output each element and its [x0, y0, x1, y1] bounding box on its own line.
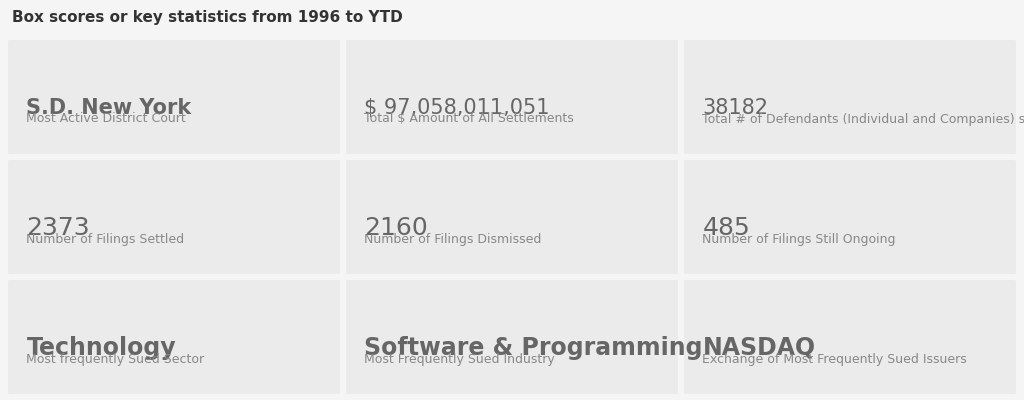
- Text: Total $ Amount of All Settlements: Total $ Amount of All Settlements: [365, 112, 574, 126]
- FancyBboxPatch shape: [346, 280, 678, 394]
- Text: NASDAQ: NASDAQ: [702, 336, 815, 360]
- Text: 38182: 38182: [702, 98, 768, 118]
- FancyBboxPatch shape: [8, 40, 340, 154]
- FancyBboxPatch shape: [684, 280, 1016, 394]
- Text: Exchange of Most Frequently Sued Issuers: Exchange of Most Frequently Sued Issuers: [702, 352, 967, 366]
- Text: Box scores or key statistics from 1996 to YTD: Box scores or key statistics from 1996 t…: [12, 10, 402, 25]
- Text: 2160: 2160: [365, 216, 428, 240]
- FancyBboxPatch shape: [346, 40, 678, 154]
- Text: Technology: Technology: [27, 336, 176, 360]
- Text: Number of Filings Settled: Number of Filings Settled: [27, 232, 184, 246]
- Text: S.D. New York: S.D. New York: [27, 98, 191, 118]
- Text: 485: 485: [702, 216, 751, 240]
- FancyBboxPatch shape: [8, 160, 340, 274]
- FancyBboxPatch shape: [684, 40, 1016, 154]
- Text: Software & Programming: Software & Programming: [365, 336, 702, 360]
- Text: 2373: 2373: [27, 216, 90, 240]
- Text: Number of Filings Still Ongoing: Number of Filings Still Ongoing: [702, 232, 896, 246]
- Text: Most frequently Sued Sector: Most frequently Sued Sector: [27, 352, 205, 366]
- Text: Number of Filings Dismissed: Number of Filings Dismissed: [365, 232, 542, 246]
- Text: Most Frequently Sued Industry: Most Frequently Sued Industry: [365, 352, 555, 366]
- FancyBboxPatch shape: [684, 160, 1016, 274]
- Text: $ 97,058,011,051: $ 97,058,011,051: [365, 98, 550, 118]
- FancyBboxPatch shape: [8, 280, 340, 394]
- Text: Most Active District Court: Most Active District Court: [27, 112, 186, 126]
- Text: Total # of Defendants (Individual and Companies) sued: Total # of Defendants (Individual and Co…: [702, 112, 1024, 126]
- FancyBboxPatch shape: [346, 160, 678, 274]
